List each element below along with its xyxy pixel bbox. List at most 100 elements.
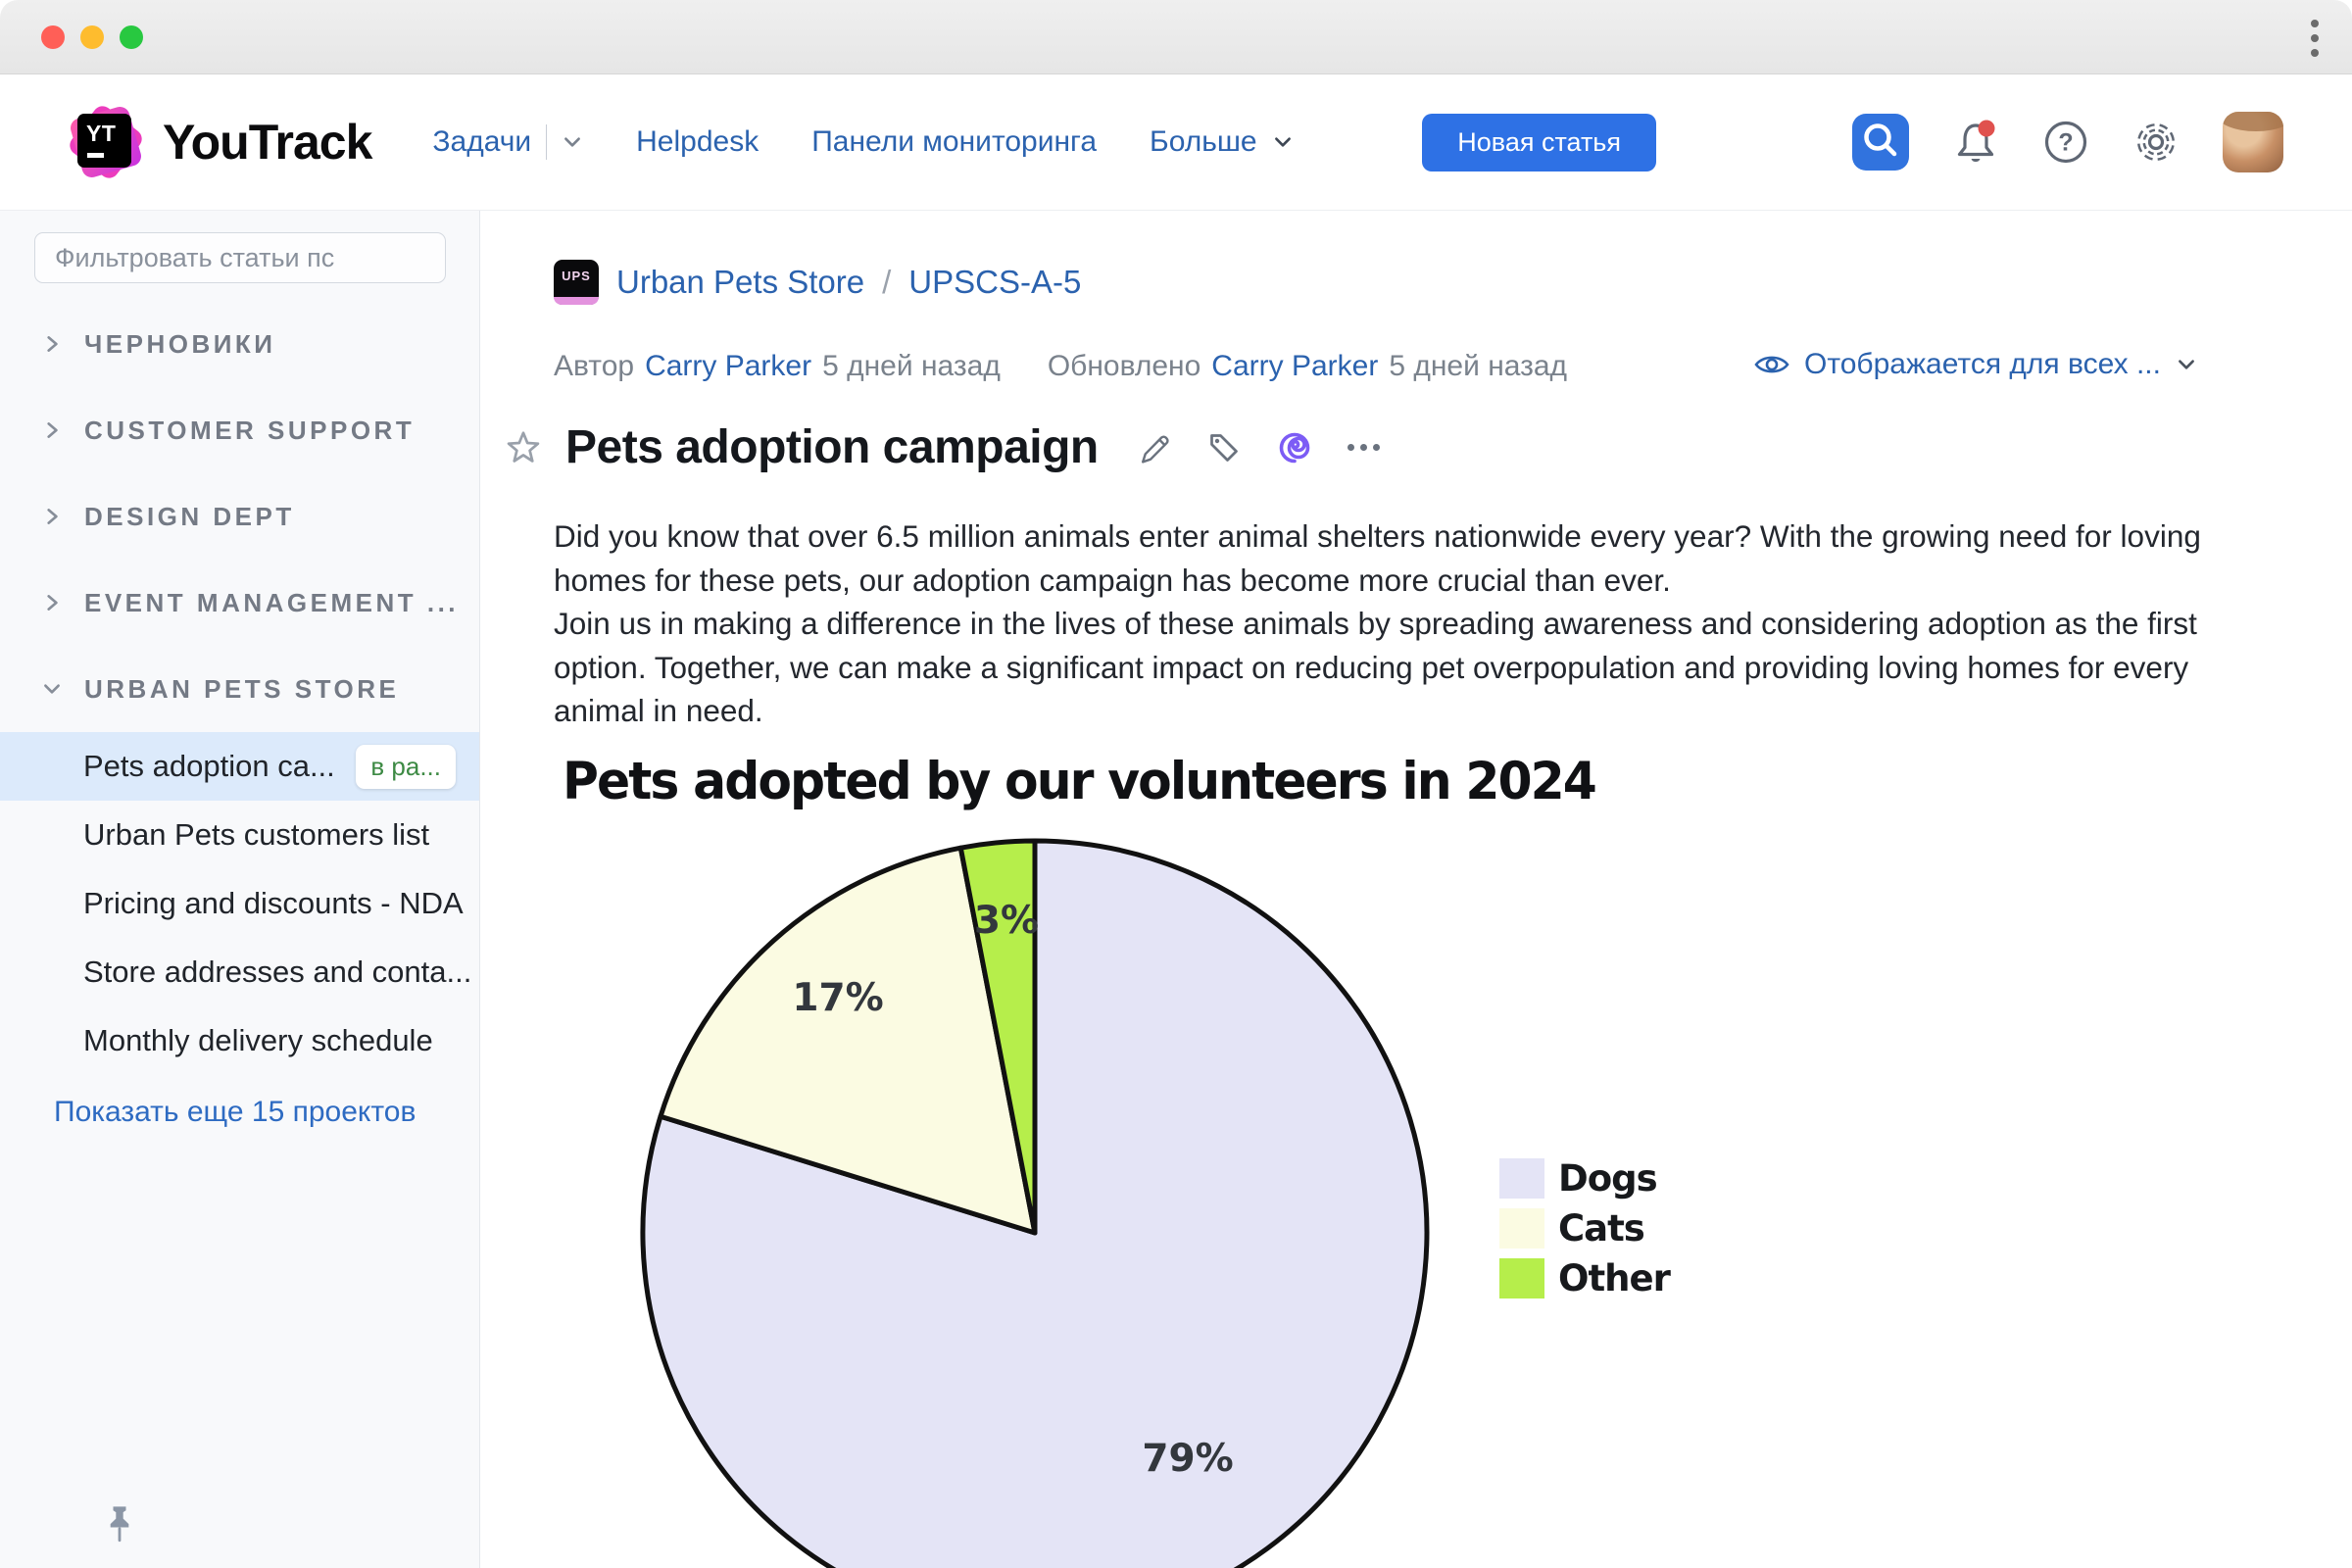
chart-title: Pets adopted by our volunteers in 2024 [563, 752, 1597, 811]
visibility-selector[interactable]: Отображается для всех ... [1754, 348, 2197, 381]
paragraph: Join us in making a difference in the li… [554, 606, 2197, 728]
chevron-down-icon [1274, 137, 1291, 147]
chevron-right-icon [47, 422, 58, 438]
section-label: EVENT MANAGEMENT ... [84, 587, 460, 617]
title-actions [1136, 430, 1380, 466]
eye-icon [1754, 356, 1789, 373]
sidebar-section-drafts[interactable]: ЧЕРНОВИКИ [0, 301, 479, 387]
user-avatar[interactable] [2223, 112, 2283, 172]
article-title: Urban Pets customers list [83, 817, 430, 852]
help-button[interactable]: ? [2042, 119, 2089, 166]
pie-slice-dogs [640, 838, 1430, 1568]
chevron-down-icon [2179, 360, 2194, 369]
zoom-window-button[interactable] [120, 25, 143, 49]
article-pane: UPS Urban Pets Store / UPSCS-A-5 Автор C… [480, 211, 2352, 1568]
svg-text:?: ? [2058, 129, 2073, 157]
new-article-button[interactable]: Новая статья [1422, 113, 1656, 172]
nav-item-helpdesk[interactable]: Helpdesk [636, 125, 759, 159]
breadcrumb: UPS Urban Pets Store / UPSCS-A-5 [554, 260, 1081, 305]
status-badge[interactable]: в ра... [356, 744, 456, 789]
article-title-row: Pets adoption campaign [503, 420, 1380, 474]
star-favorite-icon[interactable] [503, 427, 544, 468]
updater-link[interactable]: Carry Parker [1211, 350, 1379, 382]
gear-icon [2137, 123, 2175, 161]
nav-more-label: Больше [1150, 125, 1257, 158]
window-titlebar [0, 0, 2352, 74]
tag-icon[interactable] [1206, 430, 1242, 466]
article-title: Pets adoption ca... [83, 749, 335, 783]
sidebar-section-design-dept[interactable]: DESIGN DEPT [0, 473, 479, 560]
page-title: Pets adoption campaign [565, 421, 1099, 473]
bell-icon [1957, 120, 1995, 163]
author-link[interactable]: Carry Parker [645, 350, 812, 382]
main-nav: Задачи Helpdesk Панели мониторинга Больш… [432, 124, 1293, 160]
pin-sidebar-icon[interactable] [94, 1501, 145, 1552]
chevron-down-icon[interactable] [562, 131, 583, 153]
sidebar-section-urban-pets-store[interactable]: URBAN PETS STORE [0, 646, 479, 732]
knowledge-base-sidebar: ЧЕРНОВИКИ CUSTOMER SUPPORT DESIGN DEPT [0, 211, 480, 1568]
search-button[interactable] [1852, 114, 1909, 171]
nav-item-dashboards[interactable]: Панели мониторинга [811, 125, 1097, 159]
nav-dashboards-label: Панели мониторинга [811, 125, 1098, 158]
ai-spiral-icon[interactable] [1277, 430, 1312, 466]
article-title: Monthly delivery schedule [83, 1023, 433, 1057]
search-icon [1864, 123, 1897, 157]
article-item-pricing-nda[interactable]: Pricing and discounts - NDA [0, 869, 479, 938]
settings-button[interactable] [2132, 119, 2180, 166]
legend-item-other: Other [1499, 1257, 1671, 1299]
workspace: ЧЕРНОВИКИ CUSTOMER SUPPORT DESIGN DEPT [0, 211, 2352, 1568]
chevron-right-icon [47, 595, 58, 611]
nav-issues-label: Задачи [432, 125, 532, 158]
edit-pencil-icon[interactable] [1136, 430, 1171, 466]
chevron-right-icon [47, 336, 58, 352]
sidebar-section-customer-support[interactable]: CUSTOMER SUPPORT [0, 387, 479, 473]
section-label: URBAN PETS STORE [84, 673, 400, 704]
breadcrumb-project-link[interactable]: Urban Pets Store [616, 264, 865, 300]
app-header: YT YouTrack Задачи Helpdesk Панели монит… [0, 74, 2352, 211]
project-avatar-icon[interactable]: UPS [554, 260, 599, 305]
section-label: DESIGN DEPT [84, 501, 295, 531]
chevron-down-icon [44, 684, 60, 694]
browser-menu-icon[interactable] [2311, 20, 2319, 57]
pie-percent-other: 3% [974, 899, 1039, 943]
section-label: CUSTOMER SUPPORT [84, 415, 416, 445]
visibility-label: Отображается для всех ... [1804, 348, 2161, 380]
pie-percent-cats: 17% [792, 976, 883, 1020]
pie-slice-cats [658, 845, 1038, 1236]
nav-item-issues[interactable]: Задачи [432, 124, 583, 160]
breadcrumb-separator: / [882, 264, 892, 300]
nav-divider [546, 124, 548, 160]
close-window-button[interactable] [41, 25, 65, 49]
breadcrumb-article-id-link[interactable]: UPSCS-A-5 [908, 264, 1082, 300]
updated-label: Обновлено [1047, 350, 1201, 382]
window-controls [41, 25, 143, 49]
pie-percent-dogs: 79% [1142, 1437, 1233, 1481]
article-list: Pets adoption ca... в ра... Urban Pets c… [0, 732, 479, 1075]
article-title: Store addresses and conta... [83, 955, 472, 989]
nav-helpdesk-label: Helpdesk [636, 125, 760, 158]
nav-item-more[interactable]: Больше [1150, 125, 1294, 159]
overflow-menu-icon[interactable] [1347, 430, 1380, 466]
minimize-window-button[interactable] [80, 25, 104, 49]
updated-ago: 5 дней назад [1389, 350, 1568, 382]
legend-swatch-dogs [1499, 1158, 1544, 1199]
legend-item-cats: Cats [1499, 1207, 1670, 1250]
legend-item-dogs: Dogs [1499, 1157, 1670, 1200]
article-item-store-addresses[interactable]: Store addresses and conta... [0, 938, 479, 1006]
section-label: ЧЕРНОВИКИ [84, 328, 276, 359]
article-item-pets-adoption[interactable]: Pets adoption ca... в ра... [0, 732, 479, 801]
created-ago: 5 дней назад [822, 350, 1001, 382]
show-more-projects-link[interactable]: Показать еще 15 проектов [54, 1096, 416, 1128]
notification-badge-dot [1978, 120, 1995, 137]
sidebar-section-event-management[interactable]: EVENT MANAGEMENT ... [0, 560, 479, 646]
project-sections: ЧЕРНОВИКИ CUSTOMER SUPPORT DESIGN DEPT [0, 301, 479, 732]
legend-label: Cats [1558, 1207, 1645, 1250]
article-item-delivery-schedule[interactable]: Monthly delivery schedule [0, 1006, 479, 1075]
notifications-button[interactable] [1952, 119, 1999, 166]
article-meta: Автор Carry Parker 5 дней назад Обновлен… [554, 350, 1567, 383]
article-body: Did you know that over 6.5 million anima… [554, 514, 2220, 733]
filter-articles-input[interactable] [34, 232, 446, 283]
article-item-customers-list[interactable]: Urban Pets customers list [0, 801, 479, 869]
youtrack-logo-icon[interactable]: YT [66, 102, 146, 182]
legend-swatch-other [1499, 1258, 1544, 1298]
